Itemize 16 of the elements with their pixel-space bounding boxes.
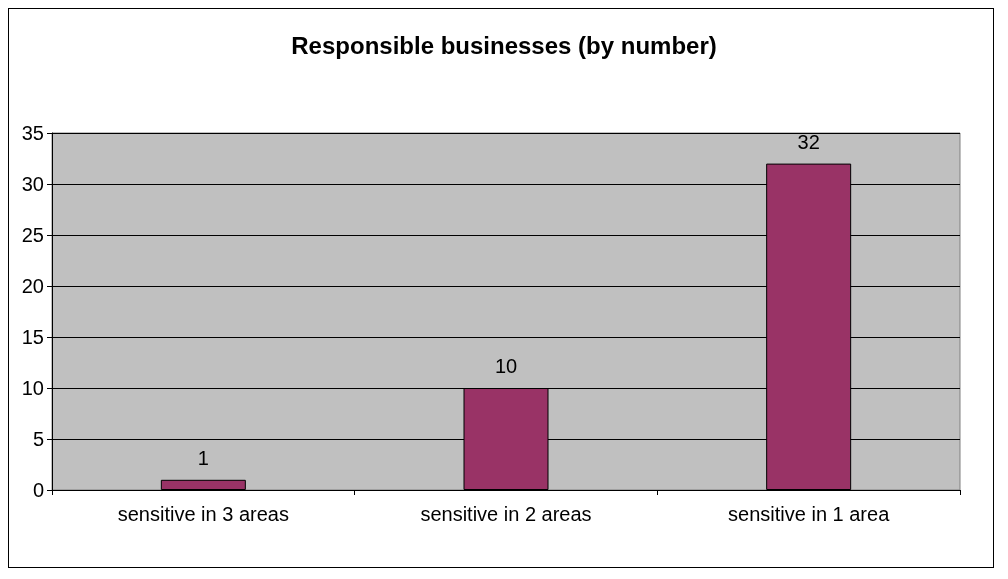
- y-tick-label: 25: [21, 224, 44, 246]
- data-label: 1: [197, 446, 209, 469]
- data-label: 10: [494, 355, 518, 377]
- chart-title: Responsible businesses (by number): [291, 31, 717, 59]
- x-tick-label: sensitive in 3 areas: [117, 503, 289, 525]
- y-tick-label: 15: [21, 326, 44, 348]
- x-tick-label: sensitive in 1 area: [728, 503, 891, 525]
- y-tick-label: 5: [32, 428, 44, 450]
- y-tick-label: 30: [21, 173, 44, 195]
- x-tick-label: sensitive in 2 areas: [420, 503, 592, 525]
- data-label: 32: [797, 130, 820, 153]
- y-tick-label: 10: [21, 377, 44, 399]
- y-tick-label: 20: [21, 275, 44, 297]
- y-tick-label: 0: [32, 479, 44, 501]
- bar: [160, 479, 246, 490]
- y-tick-label: 35: [21, 122, 44, 144]
